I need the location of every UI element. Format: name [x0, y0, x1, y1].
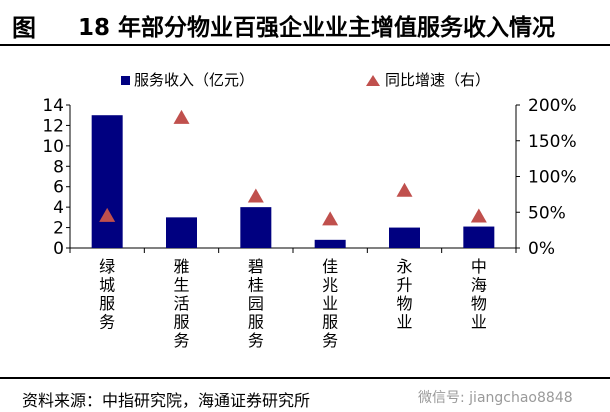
right-axis-tick-label: 0% — [528, 239, 555, 259]
right-axis-tick-label: 150% — [528, 132, 577, 152]
right-axis-tick-label: 100% — [528, 168, 577, 188]
source-note: 资料来源：中指研究院，海通证券研究所 — [22, 391, 311, 410]
legend-bar-label: 服务收入（亿元） — [134, 71, 254, 89]
left-axis-tick-label: 6 — [53, 178, 64, 198]
source-bar: 资料来源：中指研究院，海通证券研究所 微信号: jiangchao8848 — [0, 377, 610, 412]
bar-5 — [389, 227, 420, 248]
right-axis-tick-label: 200% — [528, 96, 577, 116]
figure-label: 图 — [12, 14, 36, 42]
title-bar: 图 18 年部分物业百强企业业主增值服务收入情况 — [0, 0, 610, 46]
category-label-1: 绿城服务 — [99, 257, 115, 332]
legend-triangle-label: 同比增速（右） — [385, 71, 490, 89]
growth-marker-4 — [322, 211, 339, 226]
growth-marker-3 — [247, 188, 264, 203]
left-axis-tick-label: 8 — [53, 157, 64, 177]
growth-marker-6 — [470, 208, 487, 223]
bar-2 — [166, 217, 197, 248]
left-axis-tick-label: 0 — [53, 239, 64, 259]
left-axis-tick-label: 10 — [42, 137, 64, 157]
category-label-4: 佳兆业服务 — [322, 257, 338, 350]
growth-marker-2 — [173, 109, 190, 124]
category-label-3: 碧桂园服务 — [248, 257, 264, 350]
bar-3 — [240, 207, 272, 248]
left-axis-tick-label: 14 — [42, 96, 64, 116]
legend-bar-swatch — [121, 76, 130, 85]
watermark: 微信号: jiangchao8848 — [418, 390, 573, 406]
growth-marker-5 — [396, 182, 413, 197]
left-axis-tick-label: 12 — [42, 116, 64, 136]
legend-triangle-swatch — [366, 75, 380, 86]
category-label-6: 中海物业 — [471, 257, 487, 332]
category-label-5: 永升物业 — [396, 257, 412, 332]
bar-4 — [314, 239, 346, 248]
chart-title: 18 年部分物业百强企业业主增值服务收入情况 — [78, 15, 556, 41]
right-axis-tick-label: 50% — [528, 203, 566, 223]
growth-marker-1 — [99, 207, 116, 222]
left-axis-tick-label: 4 — [53, 198, 64, 218]
left-axis-tick-label: 2 — [53, 219, 64, 239]
bar-6 — [463, 226, 495, 248]
category-label-2: 雅生活服务 — [173, 257, 189, 350]
bar-1 — [91, 115, 123, 248]
